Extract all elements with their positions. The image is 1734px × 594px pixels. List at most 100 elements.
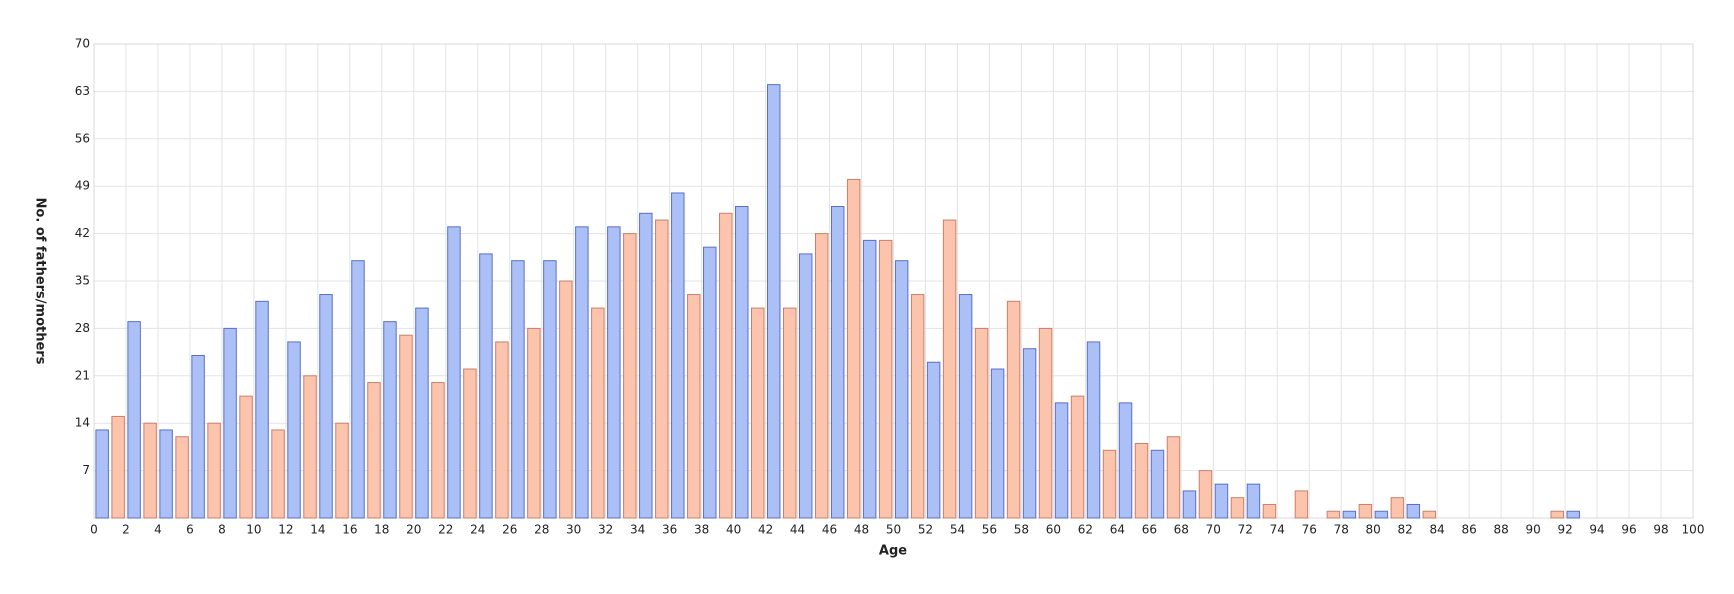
- bar: [1166, 436, 1181, 519]
- x-tick-label: 38: [694, 523, 709, 537]
- bar: [175, 436, 189, 519]
- x-tick-label: 66: [1142, 523, 1157, 537]
- bar: [495, 341, 509, 519]
- x-tick-label: 58: [1014, 523, 1029, 537]
- bar: [1038, 327, 1053, 519]
- x-tick-label: 20: [406, 523, 421, 537]
- bar: [1118, 402, 1133, 519]
- x-tick-label: 6: [186, 523, 194, 537]
- bar: [143, 422, 157, 519]
- x-tick-label: 26: [502, 523, 517, 537]
- bar: [623, 233, 637, 519]
- x-tick-label: 74: [1270, 523, 1285, 537]
- bar: [319, 294, 333, 519]
- x-tick-label: 4: [154, 523, 162, 537]
- bar: [575, 226, 589, 519]
- x-tick-label: 68: [1174, 523, 1189, 537]
- bar: [271, 429, 285, 519]
- bar: [671, 192, 685, 519]
- x-tick-label: 70: [1206, 523, 1221, 537]
- bar: [719, 212, 733, 519]
- x-tick-label: 42: [758, 523, 773, 537]
- bar: [1230, 497, 1245, 519]
- x-tick-label: 34: [630, 523, 645, 537]
- bar: [1006, 300, 1021, 519]
- bar: [1086, 341, 1101, 519]
- x-tick-label: 48: [854, 523, 869, 537]
- bar: [383, 321, 397, 519]
- x-tick-label: 92: [1557, 523, 1572, 537]
- x-tick-label: 28: [534, 523, 549, 537]
- bar: [159, 429, 173, 519]
- x-axis-title: Age: [879, 544, 907, 559]
- bar: [111, 415, 125, 519]
- x-tick-label: 90: [1525, 523, 1540, 537]
- plot-border: [93, 43, 1694, 519]
- bar: [415, 307, 429, 519]
- bar: [1422, 510, 1437, 519]
- bar: [942, 219, 957, 519]
- bar: [447, 226, 461, 519]
- bar: [830, 206, 845, 519]
- bar: [399, 334, 413, 519]
- x-tick-label: 62: [1078, 523, 1093, 537]
- y-tick-label: 35: [75, 274, 90, 288]
- x-tick-label: 54: [950, 523, 965, 537]
- y-tick-label: 21: [75, 368, 90, 382]
- bar: [1054, 402, 1069, 519]
- bar: [974, 327, 989, 519]
- x-tick-label: 8: [218, 523, 226, 537]
- bar: [687, 294, 701, 519]
- bar: [990, 368, 1005, 519]
- bar: [1390, 497, 1405, 519]
- bar: [1550, 510, 1564, 519]
- bar: [255, 300, 269, 519]
- bar: [463, 368, 477, 519]
- bar: [1198, 470, 1213, 519]
- bar: [239, 395, 253, 519]
- x-tick-label: 94: [1589, 523, 1604, 537]
- bar: [1182, 490, 1197, 519]
- bar: [1342, 510, 1357, 519]
- x-tick-label: 46: [822, 523, 837, 537]
- x-tick-label: 72: [1238, 523, 1253, 537]
- x-tick-label: 2: [122, 523, 130, 537]
- x-tick-label: 86: [1461, 523, 1476, 537]
- bar: [1246, 483, 1261, 519]
- x-tick-label: 24: [470, 523, 485, 537]
- bar: [862, 239, 877, 519]
- y-tick-label: 49: [75, 179, 90, 193]
- x-tick-label: 44: [790, 523, 805, 537]
- bar: [559, 280, 573, 519]
- bar: [367, 382, 381, 519]
- x-tick-label: 18: [374, 523, 389, 537]
- bar: [591, 307, 605, 519]
- bar: [127, 321, 141, 519]
- bar: [607, 226, 621, 519]
- y-tick-label: 56: [75, 131, 90, 145]
- bar: [431, 382, 445, 519]
- y-tick-label: 7: [82, 463, 90, 477]
- bar: [655, 219, 669, 519]
- y-tick-label: 14: [75, 416, 90, 430]
- bar: [1134, 443, 1149, 519]
- bar: [1358, 503, 1373, 519]
- bar: [1102, 449, 1117, 519]
- bar: [894, 260, 909, 519]
- bar: [878, 239, 893, 519]
- x-tick-label: 16: [342, 523, 357, 537]
- y-tick-label: 63: [75, 84, 90, 98]
- bar: [287, 341, 301, 519]
- bar: [814, 233, 829, 519]
- bar: [1070, 395, 1085, 519]
- bar: [766, 84, 781, 519]
- x-tick-label: 100: [1682, 523, 1705, 537]
- y-tick-label: 70: [75, 37, 90, 51]
- bar: [798, 253, 813, 519]
- x-tick-label: 10: [246, 523, 261, 537]
- x-tick-label: 52: [918, 523, 933, 537]
- y-tick-label: 28: [75, 321, 90, 335]
- bar: [1406, 503, 1421, 519]
- bar: [639, 212, 653, 519]
- bar: [1326, 510, 1341, 519]
